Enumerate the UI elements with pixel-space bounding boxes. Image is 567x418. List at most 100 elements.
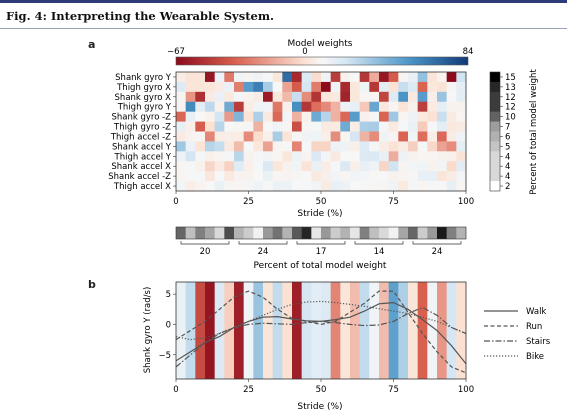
heatmap-cell	[263, 181, 273, 192]
legend-label: Bike	[526, 352, 544, 362]
heatmap-cell	[359, 131, 370, 142]
heatmap-cell	[408, 151, 418, 162]
row-label: Thigh accel X	[113, 182, 171, 192]
heatmap-cell	[253, 121, 264, 132]
heatmap-cell	[214, 141, 225, 152]
heatmap-cell	[292, 181, 302, 192]
column-group-label: 17	[316, 247, 327, 257]
heatmap-cell	[427, 151, 438, 162]
stride-stripe	[185, 282, 196, 379]
heatmap-cell	[437, 101, 447, 112]
x-tick-label: 50	[316, 385, 327, 395]
heatmap-cell	[379, 171, 389, 182]
heatmap-cell	[214, 81, 225, 93]
heatmap-cell	[292, 131, 302, 142]
heatmap-cell	[292, 171, 302, 182]
heatmap-cell	[205, 141, 215, 152]
stride-stripe	[263, 282, 273, 379]
heatmap-cell	[243, 101, 254, 112]
column-weight-cell	[456, 227, 467, 239]
heatmap-cell	[359, 72, 370, 83]
heatmap-cell	[176, 171, 186, 182]
heatmap-cell	[292, 72, 302, 83]
heatmap-cell	[340, 131, 351, 142]
heatmap-cell	[253, 131, 264, 142]
heatmap-cell	[253, 141, 264, 152]
heatmap-cell	[427, 131, 438, 142]
heatmap-cell	[214, 131, 225, 142]
heatmap-cell	[446, 181, 457, 192]
heatmap-cell	[301, 111, 312, 122]
heatmap-cell	[263, 161, 273, 172]
heatmap-cell	[301, 91, 312, 103]
heatmap-cell	[321, 181, 331, 192]
colorbar-zero-label: 0	[302, 47, 307, 57]
legend-label: Walk	[526, 307, 546, 317]
heatmap-cell	[301, 161, 312, 172]
stride-stripe	[195, 282, 206, 379]
column-weight-cell	[340, 227, 351, 239]
heatmap-cell	[301, 121, 312, 132]
heatmap-cell	[243, 131, 254, 142]
title-divider	[0, 28, 567, 29]
heatmap-cell	[311, 101, 322, 112]
heatmap-cell	[388, 181, 399, 192]
heatmap-cell	[263, 151, 273, 162]
stride-stripe	[311, 282, 322, 379]
heatmap-cell	[253, 101, 264, 112]
row-weight-cell	[490, 141, 500, 152]
heatmap-cell	[379, 181, 389, 192]
heatmap-cell	[427, 141, 438, 152]
heatmap-cell	[272, 111, 283, 122]
heatmap-cell	[282, 131, 293, 142]
stride-stripe	[359, 282, 370, 379]
heatmap-cell	[330, 181, 341, 192]
heatmap-cell	[408, 81, 418, 93]
heatmap-cell	[369, 111, 380, 122]
row-weight-cell	[490, 72, 500, 83]
heatmap-cell	[224, 151, 235, 162]
heatmap-cell	[321, 111, 331, 122]
heatmap-cell	[408, 131, 418, 142]
heatmap-cell	[379, 101, 389, 112]
row-weight-cell	[490, 151, 500, 162]
heatmap-cell	[321, 72, 331, 83]
heatmap-cell	[379, 141, 389, 152]
row-weight-label: 4	[505, 162, 510, 172]
heatmap-cell	[398, 81, 409, 93]
column-weight-cell	[379, 227, 389, 239]
heatmap-cell	[427, 171, 438, 182]
heatmap-cell	[243, 121, 254, 132]
row-label: Thigh accel -Z	[110, 133, 171, 143]
heatmap-cell	[456, 91, 467, 103]
heatmap-cell	[350, 141, 360, 152]
heatmap-cell	[282, 171, 293, 182]
heatmap-cell	[185, 121, 196, 132]
heatmap-cell	[205, 91, 215, 103]
heatmap-cell	[263, 171, 273, 182]
heatmap-cell	[195, 131, 206, 142]
heatmap-cell	[388, 131, 399, 142]
column-weight-cell	[330, 227, 341, 239]
heatmap-cell	[369, 101, 380, 112]
heatmap-cell	[224, 101, 235, 112]
row-weight-label: 4	[505, 172, 510, 182]
y-tick-label: 5	[166, 290, 171, 300]
heatmap-cell	[369, 121, 380, 132]
heatmap-cell	[379, 91, 389, 103]
column-weight-cell	[263, 227, 273, 239]
legend-label: Run	[526, 322, 542, 332]
column-group-bracket	[412, 241, 462, 245]
heatmap-cell	[417, 141, 428, 152]
column-weight-cell	[311, 227, 322, 239]
stride-stripe	[243, 282, 254, 379]
heatmap-cell	[388, 171, 399, 182]
heatmap-cell	[321, 141, 331, 152]
heatmap-cell	[359, 101, 370, 112]
heatmap-cell	[398, 111, 409, 122]
column-weight-cell	[292, 227, 302, 239]
column-weight-cell	[427, 227, 438, 239]
row-weight-label: 13	[505, 83, 516, 93]
row-weight-cell	[490, 101, 500, 112]
heatmap-cell	[205, 121, 215, 132]
